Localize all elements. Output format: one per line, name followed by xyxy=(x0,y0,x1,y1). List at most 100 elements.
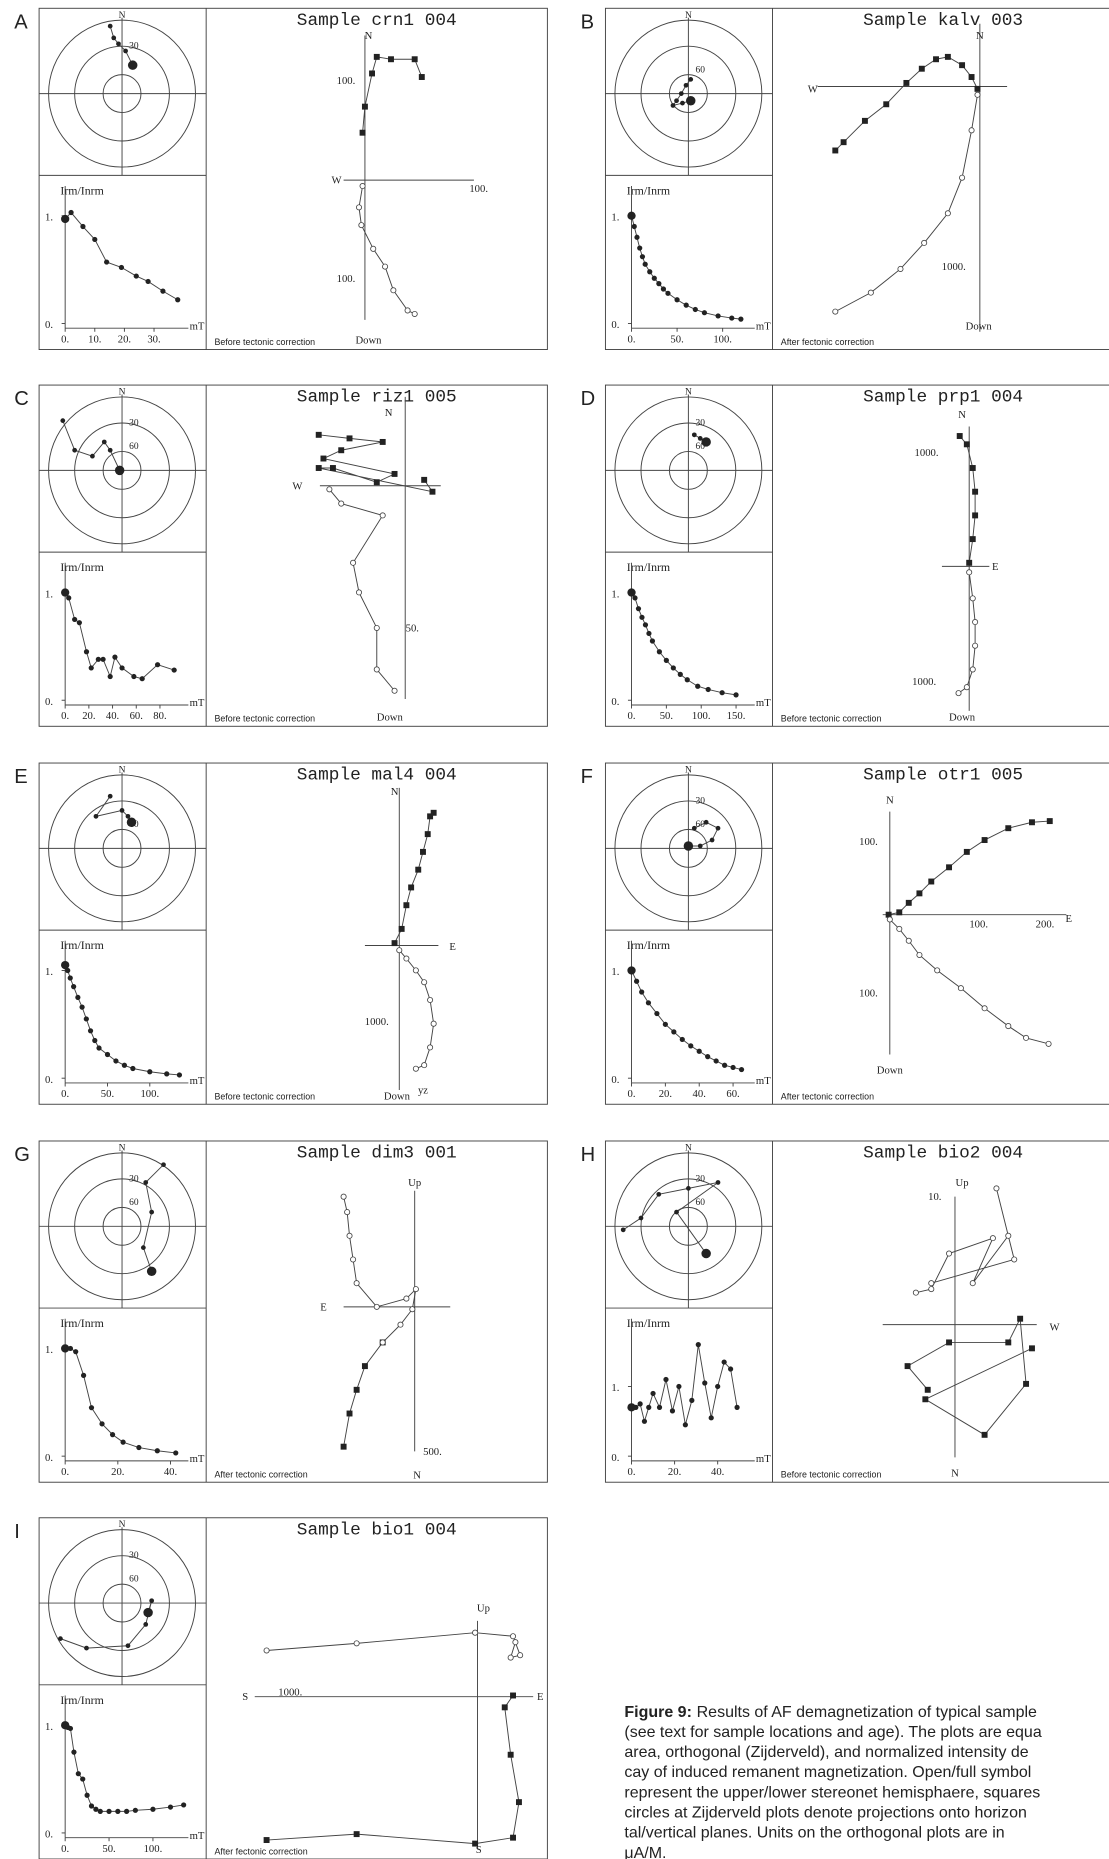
x-unit: mT xyxy=(756,698,771,709)
vertical-point xyxy=(1005,1023,1012,1030)
y-axis-label: Irm/Inrm xyxy=(627,560,671,574)
x-tick-label: 40. xyxy=(164,1467,177,1478)
decay-point xyxy=(68,209,74,216)
vertical-point xyxy=(928,1286,935,1293)
stereonet-point xyxy=(90,453,95,459)
caption-line: circles at Zijderveld plots denote proje… xyxy=(624,1805,1027,1822)
stereonet-point xyxy=(140,1245,146,1250)
stereonet-point xyxy=(678,91,684,96)
y-tick-label: 1. xyxy=(611,1383,619,1394)
decay-point xyxy=(97,1808,103,1814)
decay-point xyxy=(632,595,638,601)
decay-line xyxy=(631,1344,738,1425)
vertical-point xyxy=(396,947,403,954)
decay-point xyxy=(132,1807,138,1813)
vertical-point xyxy=(912,1289,919,1296)
y-axis-label: Irm/Inrm xyxy=(60,183,104,197)
vertical-point xyxy=(411,310,418,318)
decay-point xyxy=(688,1043,694,1049)
horizontal-point xyxy=(411,56,418,63)
vertical-point xyxy=(512,1639,519,1646)
panel: A N 30 Irm/Inrm mT 1. 0. 0. 10. 20. 30. Sample crn1… xyxy=(14,7,548,351)
x-tick-label: 50. xyxy=(102,1844,115,1855)
x-tick-label: 80. xyxy=(153,711,166,722)
y-tick-label: 0. xyxy=(611,1075,619,1086)
vertical-point xyxy=(391,687,398,694)
zijderveld-label: S xyxy=(476,1845,482,1856)
horizontal-point xyxy=(904,1363,911,1370)
decay-point xyxy=(663,657,669,663)
vertical-point xyxy=(373,666,380,673)
horizontal-point xyxy=(966,559,973,566)
decay-point xyxy=(147,1069,153,1075)
stereonet-path xyxy=(60,1600,153,1649)
horizontal-point xyxy=(972,512,979,519)
horizontal-point xyxy=(933,56,939,63)
decay-point xyxy=(733,692,739,698)
y-tick-label: 0. xyxy=(45,697,53,708)
correction-note: After fectonic correction xyxy=(781,337,874,347)
zijderveld-label: 200. xyxy=(1036,920,1055,931)
x-tick-label: 30. xyxy=(147,334,160,345)
x-tick-label: 0. xyxy=(628,1089,636,1100)
horizontal-point xyxy=(420,848,426,855)
stereonet-label: 30 xyxy=(695,796,705,806)
decay-point xyxy=(665,290,671,296)
decay-point xyxy=(75,994,81,1001)
horizontal-point xyxy=(353,1386,360,1393)
vertical-point xyxy=(1005,1232,1012,1239)
decay-point xyxy=(692,306,698,313)
horizontal-point xyxy=(391,470,398,477)
panel-frame xyxy=(38,7,548,351)
x-tick-label: 0. xyxy=(61,1844,69,1855)
decay-point xyxy=(654,1010,660,1017)
stereonet-label: N xyxy=(119,1143,126,1153)
horizontal-point xyxy=(320,455,327,462)
vertical-projection xyxy=(835,94,978,313)
stereonet-point xyxy=(688,77,694,82)
x-tick-label: 50. xyxy=(670,334,683,345)
decay-point xyxy=(679,1036,685,1043)
vertical-point xyxy=(412,1065,419,1072)
stereonet-point xyxy=(101,439,107,445)
y-tick-label: 1. xyxy=(45,589,53,600)
decay-point xyxy=(65,967,71,974)
decay-point xyxy=(87,1028,94,1034)
zijderveld-label: S xyxy=(242,1692,248,1703)
decay-point xyxy=(660,286,667,292)
x-tick-label: 100. xyxy=(144,1844,163,1855)
decay-line xyxy=(65,1347,176,1454)
x-unit: mT xyxy=(190,698,205,709)
horizontal-point xyxy=(928,878,935,885)
decay-point xyxy=(721,1359,727,1365)
vertical-point xyxy=(989,1235,996,1242)
decay-point xyxy=(118,264,125,271)
x-unit: mT xyxy=(190,1076,205,1087)
vertical-point xyxy=(373,1303,380,1310)
decay-point xyxy=(61,960,70,970)
decay-point xyxy=(67,1725,74,1732)
vertical-point xyxy=(359,182,366,190)
stereonet-label: 30 xyxy=(129,1174,139,1184)
zijderveld-label: 100. xyxy=(859,988,878,999)
caption-line: area, orthogonal (Zijderveld), and norma… xyxy=(624,1744,1028,1761)
panel-letter: A xyxy=(14,11,28,33)
caption-line: cay of induced remanent magnetization. O… xyxy=(624,1764,1031,1781)
x-tick-label: 0. xyxy=(61,334,69,345)
zijderveld-label: 1000. xyxy=(915,448,939,459)
decay-point xyxy=(645,1000,652,1006)
horizontal-point xyxy=(924,1386,931,1393)
stereonet-point xyxy=(143,1622,149,1627)
x-unit: mT xyxy=(756,321,771,332)
stereonet-point xyxy=(60,418,66,423)
decay-point xyxy=(738,316,744,322)
y-tick-label: 0. xyxy=(45,1075,53,1086)
decay-point xyxy=(109,1432,116,1438)
stereonet-label: N xyxy=(685,11,692,21)
stereonet-point xyxy=(119,808,125,813)
x-tick-label: 0. xyxy=(61,1089,69,1100)
zijderveld-label: Down xyxy=(877,1065,904,1076)
correction-note: After fectonic correction xyxy=(214,1846,307,1856)
stereonet-point xyxy=(703,819,709,825)
